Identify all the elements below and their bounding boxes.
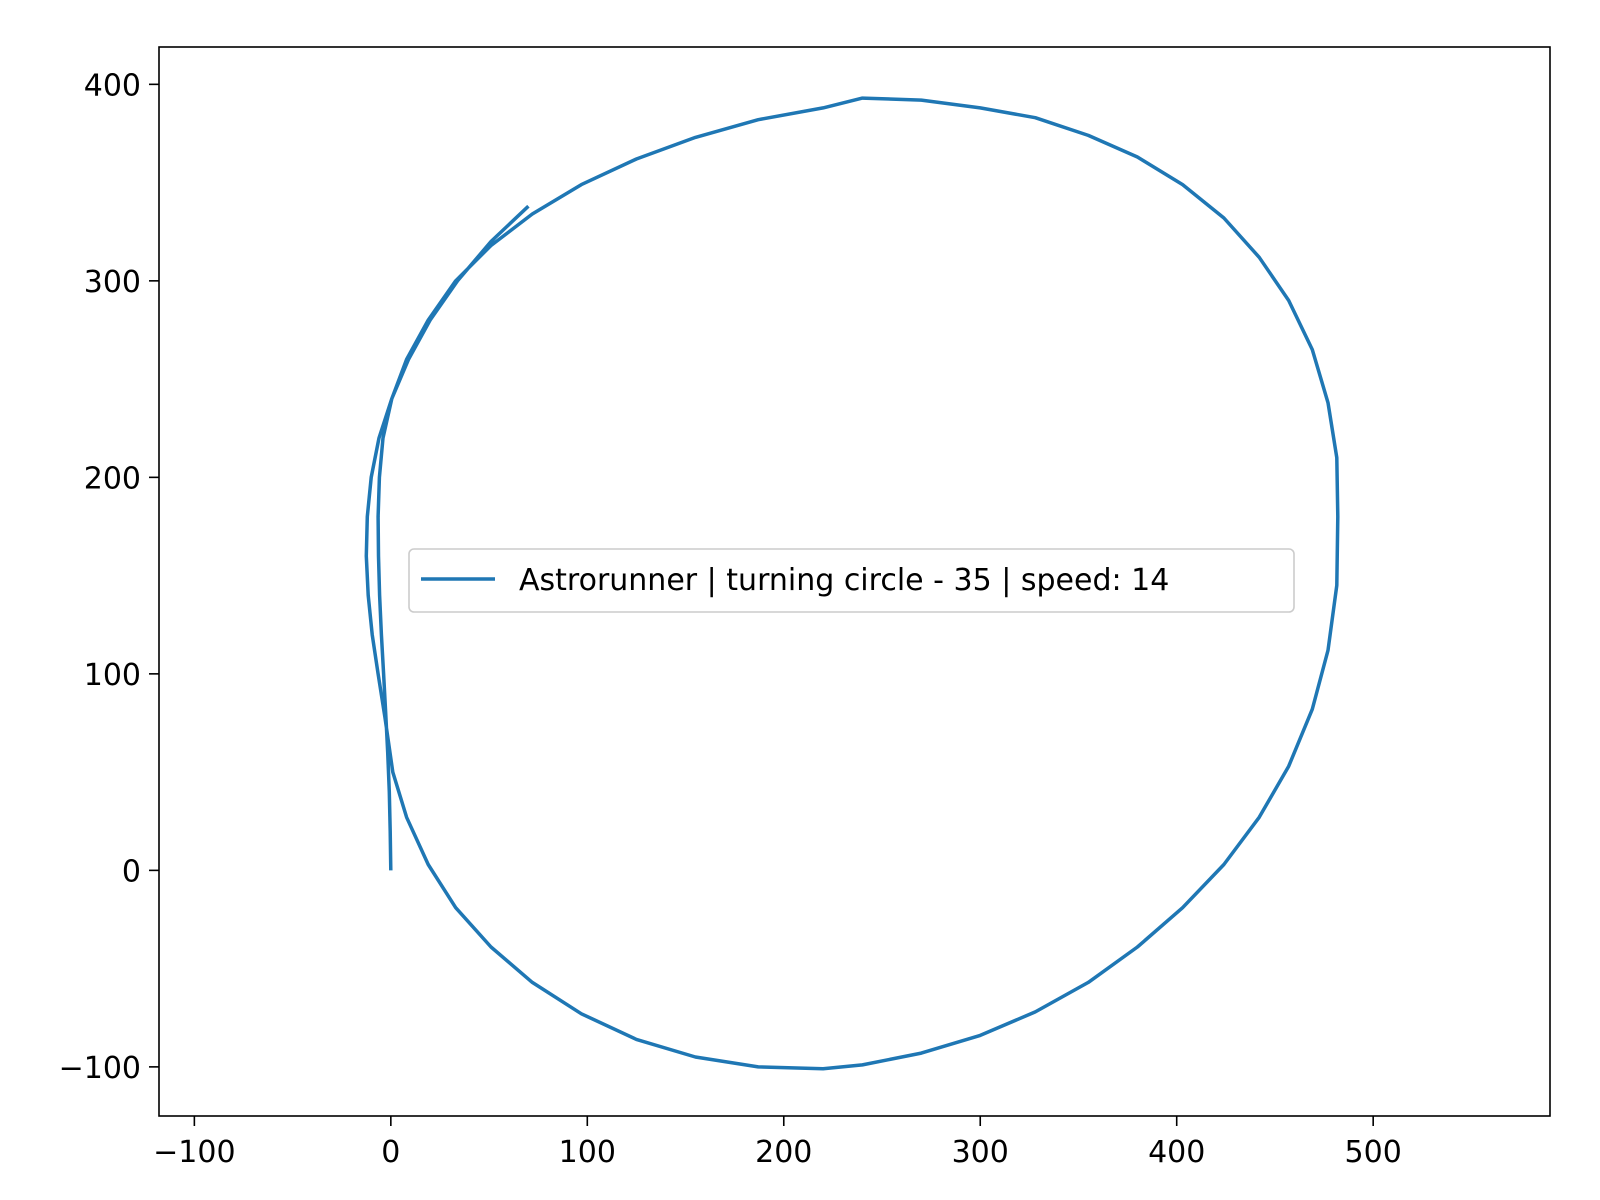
- plot-area: [364, 96, 1340, 1071]
- x-tick-label: 300: [952, 1135, 1009, 1170]
- legend-box: [408, 548, 1295, 613]
- x-tick-label: 500: [1345, 1135, 1402, 1170]
- x-tick-label: 100: [559, 1135, 616, 1170]
- series-line-0: [364, 96, 1340, 1071]
- legend: Astrorunner | turning circle - 35 | spee…: [408, 548, 1295, 613]
- y-tick-label: 100: [84, 658, 141, 693]
- x-tick-label: −100: [153, 1135, 235, 1170]
- x-tick-label: 0: [381, 1135, 400, 1170]
- y-tick-label: −100: [59, 1051, 141, 1086]
- y-tick-label: 400: [84, 68, 141, 103]
- y-tick-label: 300: [84, 265, 141, 300]
- y-tick-label: 0: [122, 854, 141, 889]
- x-axis: −100 0 100 200 300 400 500: [153, 1116, 1402, 1170]
- plot-frame: [158, 46, 1551, 1117]
- x-tick-label: 400: [1148, 1135, 1205, 1170]
- y-axis: −100 0 100 200 300 400: [59, 68, 159, 1086]
- x-tick-label: 200: [755, 1135, 812, 1170]
- y-tick-label: 200: [84, 461, 141, 496]
- legend-series-label: Astrorunner | turning circle - 35 | spee…: [519, 563, 1169, 598]
